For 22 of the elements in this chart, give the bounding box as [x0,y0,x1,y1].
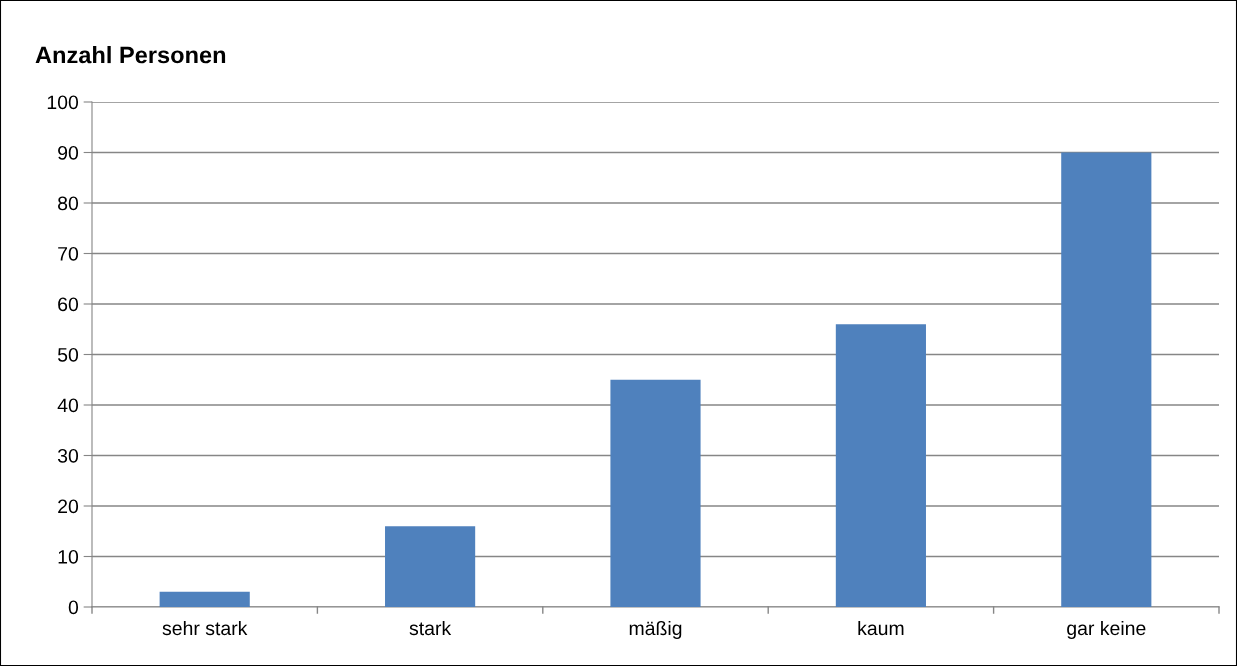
x-tick-label: mäßig [629,620,682,640]
y-tick-label: 30 [57,448,79,463]
y-tick-label: 0 [68,600,79,615]
y-tick-label: 100 [47,95,79,110]
y-tick-label: 20 [58,499,79,514]
y-tick-label: 60 [58,297,79,312]
y-tick-label: 50 [57,347,79,362]
y-tick-label: 70 [58,246,79,261]
bar [1061,152,1152,607]
x-tick-label: sehr stark [162,620,248,636]
y-tick-label: 40 [57,398,79,413]
bar [385,526,476,607]
bar [610,379,701,607]
y-tick-label: 90 [58,145,79,160]
y-tick-label: 10 [58,549,79,564]
x-tick-label: stark [409,620,452,636]
x-tick-label: kaum [858,620,904,636]
y-tick-label: 80 [58,196,79,211]
bar [835,324,926,607]
y-axis-title: Anzahl Personen [35,46,226,64]
x-tick-label: gar keine [1067,620,1146,640]
bar [159,591,250,607]
